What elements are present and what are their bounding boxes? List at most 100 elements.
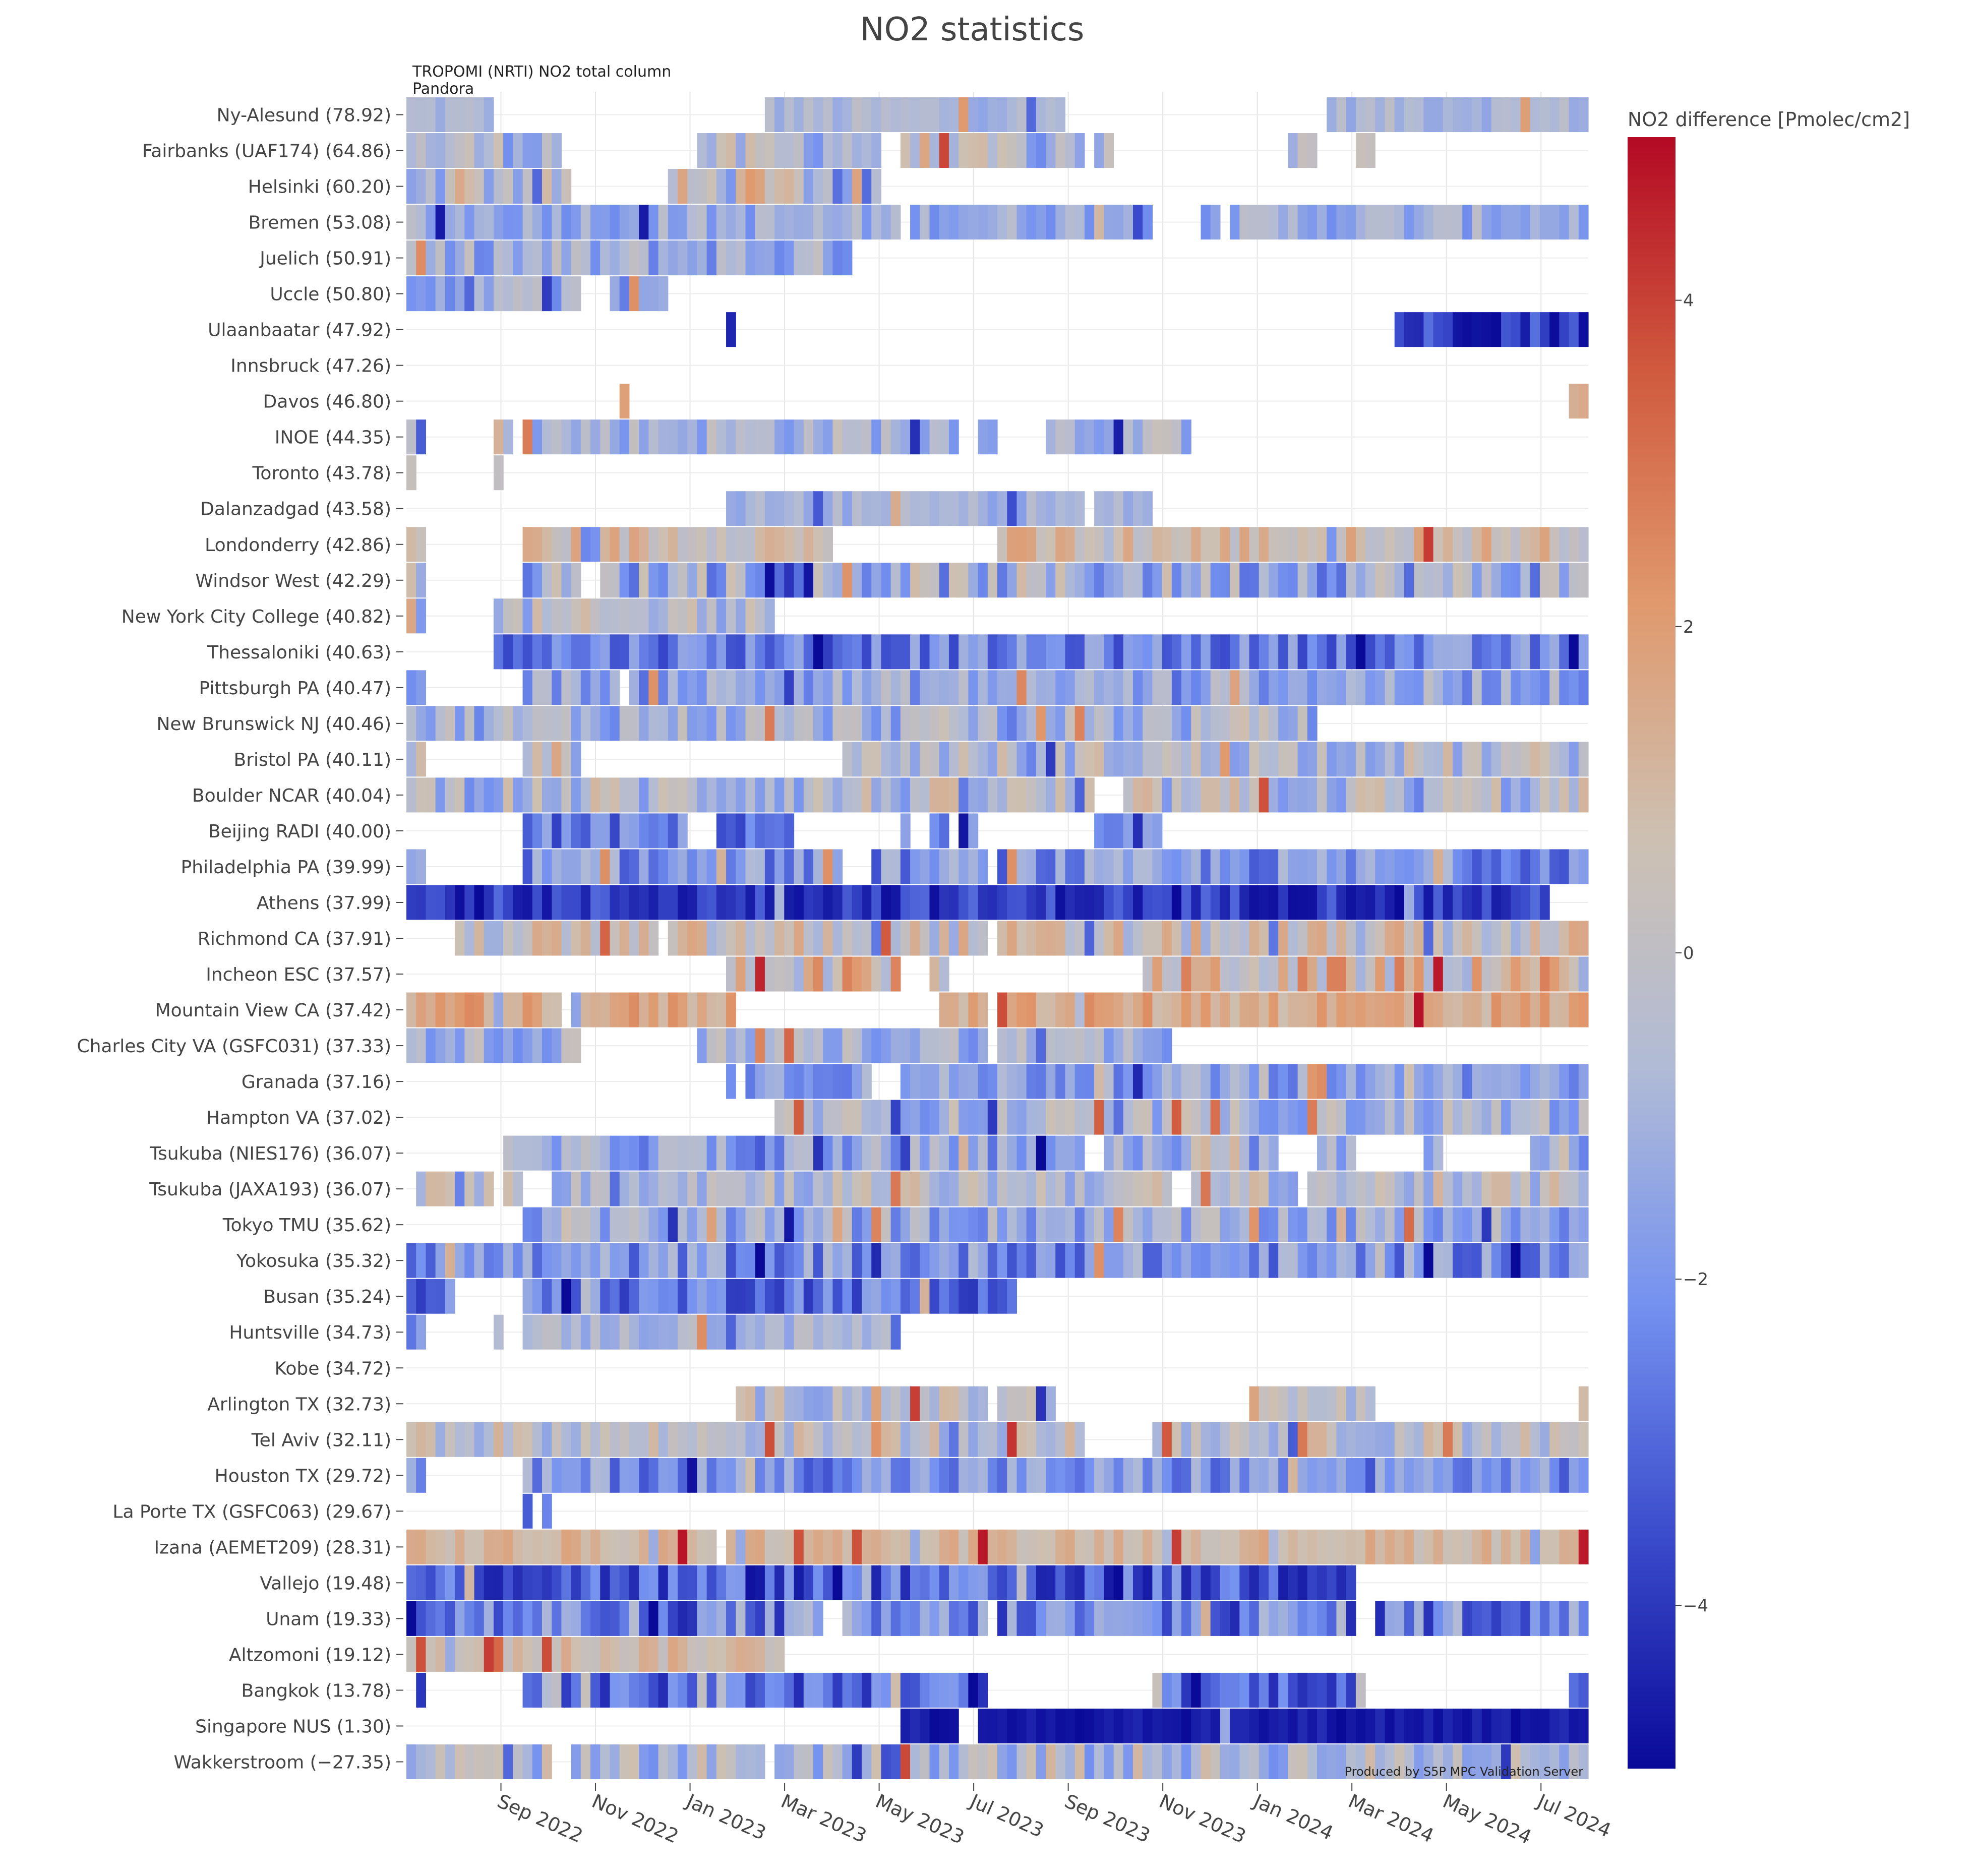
heatmap-cell — [1132, 813, 1143, 849]
heatmap-cell — [571, 849, 581, 884]
heatmap-cell — [726, 598, 736, 634]
heatmap-cell — [610, 1601, 620, 1636]
heatmap-cell — [939, 1601, 949, 1636]
heatmap-cell — [1481, 1171, 1492, 1206]
heatmap-cell — [552, 1672, 562, 1708]
heatmap-cell — [968, 634, 979, 670]
heatmap-cell — [1520, 777, 1531, 813]
heatmap-cell — [1152, 1064, 1163, 1099]
heatmap-cell — [1317, 1243, 1327, 1278]
heatmap-cell — [552, 1243, 562, 1278]
heatmap-cell — [1491, 1100, 1502, 1135]
heatmap-cell — [522, 133, 533, 168]
heatmap-cell — [1404, 1458, 1414, 1493]
station-label: Ny-Alesund (78.92) — [217, 105, 391, 126]
heatmap-cell — [736, 706, 746, 741]
heatmap-cell — [1559, 777, 1570, 813]
heatmap-cell — [1201, 1207, 1211, 1242]
heatmap-cell — [1074, 885, 1085, 920]
heatmap-cell — [1230, 921, 1240, 956]
heatmap-cell — [1375, 1601, 1386, 1636]
heatmap-cell — [1317, 634, 1327, 670]
heatmap-cell — [823, 777, 833, 813]
heatmap-cell — [1288, 1100, 1298, 1135]
heatmap-cell — [1123, 777, 1133, 813]
heatmap-cell — [697, 1422, 707, 1457]
heatmap-cell — [1375, 634, 1386, 670]
heatmap-cell — [1394, 777, 1405, 813]
heatmap-cell — [852, 956, 862, 992]
heatmap-cell — [1453, 1243, 1463, 1278]
heatmap-cell — [561, 706, 572, 741]
heatmap-cell — [1007, 205, 1018, 240]
heatmap-cell — [1143, 813, 1153, 849]
heatmap-cell — [726, 419, 736, 455]
heatmap-cell — [862, 1672, 872, 1708]
heatmap-cell — [1278, 706, 1288, 741]
heatmap-cell — [871, 1171, 882, 1206]
heatmap-cell — [959, 1601, 969, 1636]
heatmap-cell — [1453, 527, 1463, 562]
heatmap-cell — [813, 1422, 823, 1457]
heatmap-cell — [1113, 1207, 1124, 1242]
heatmap-cell — [503, 706, 513, 741]
heatmap-cell — [503, 1171, 513, 1206]
heatmap-cell — [794, 1314, 804, 1350]
heatmap-cell — [890, 1565, 901, 1600]
heatmap-cell — [1239, 992, 1250, 1027]
heatmap-cell — [1191, 956, 1202, 992]
heatmap-cell — [542, 563, 552, 598]
heatmap-cell — [1297, 992, 1308, 1027]
heatmap-cell — [697, 1637, 707, 1672]
heatmap-cell — [1355, 205, 1366, 240]
heatmap-cell — [677, 1601, 688, 1636]
heatmap-cell — [736, 1744, 746, 1779]
heatmap-cell — [745, 956, 756, 992]
heatmap-cell — [1249, 670, 1260, 705]
heatmap-cell — [1104, 527, 1114, 562]
heatmap-cell — [968, 1565, 979, 1600]
heatmap-cell — [1191, 1207, 1202, 1242]
heatmap-cell — [697, 1279, 707, 1314]
heatmap-cell — [1501, 1207, 1511, 1242]
heatmap-cell — [1220, 849, 1230, 884]
heatmap-cell — [920, 133, 930, 168]
heatmap-cell — [910, 1565, 920, 1600]
heatmap-cell — [726, 1207, 736, 1242]
heatmap-cell — [658, 205, 669, 240]
heatmap-cell — [774, 491, 785, 526]
heatmap-cell — [1443, 1100, 1453, 1135]
heatmap-cell — [1036, 133, 1046, 168]
heatmap-cell — [580, 1565, 591, 1600]
heatmap-cell — [1026, 1064, 1037, 1099]
heatmap-cell — [939, 97, 949, 133]
heatmap-cell — [736, 527, 746, 562]
heatmap-cell — [997, 1458, 1007, 1493]
heatmap-cell — [474, 169, 485, 204]
heatmap-cell — [1239, 1565, 1250, 1600]
heatmap-cell — [1336, 1171, 1347, 1206]
heatmap-cell — [1036, 742, 1046, 777]
heatmap-cell — [1385, 992, 1395, 1027]
heatmap-cell — [871, 1135, 882, 1171]
heatmap-cell — [764, 1171, 775, 1206]
heatmap-cell — [794, 1028, 804, 1063]
heatmap-cell — [755, 1422, 765, 1457]
heatmap-cell — [619, 1672, 630, 1708]
heatmap-cell — [658, 1565, 669, 1600]
heatmap-cell — [648, 992, 659, 1027]
heatmap-cell — [687, 992, 697, 1027]
heatmap-cell — [532, 777, 543, 813]
heatmap-cell — [1549, 921, 1560, 956]
heatmap-cell — [997, 1565, 1007, 1600]
heatmap-cell — [832, 706, 843, 741]
heatmap-cell — [619, 1458, 630, 1493]
heatmap-cell — [590, 1458, 601, 1493]
heatmap-cell — [871, 706, 882, 741]
heatmap-cell — [1511, 670, 1521, 705]
chart-title: NO2 statistics — [860, 11, 1085, 48]
heatmap-cell — [1065, 1708, 1075, 1743]
heatmap-cell — [890, 1529, 901, 1564]
heatmap-cell — [716, 1243, 727, 1278]
heatmap-cell — [1162, 1708, 1172, 1743]
